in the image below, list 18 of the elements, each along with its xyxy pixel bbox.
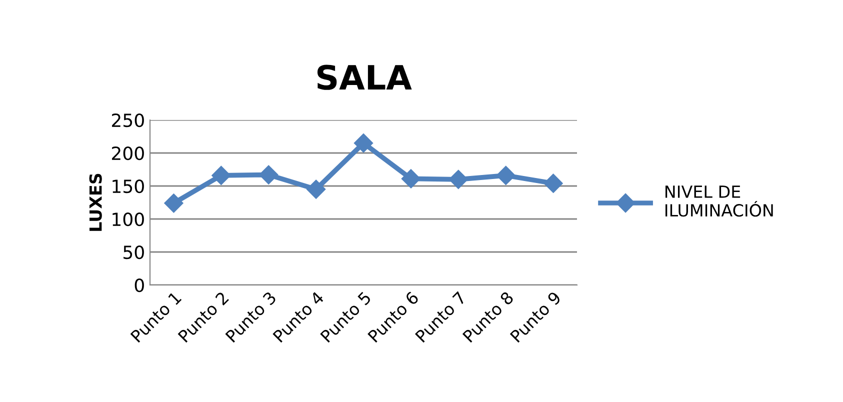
- point: [212, 166, 231, 185]
- point: [259, 165, 278, 184]
- y-tick-label: 0: [134, 278, 144, 292]
- y-tick-label: 200: [112, 146, 144, 160]
- y-tick-label: 250: [112, 113, 144, 128]
- point: [164, 194, 184, 213]
- point: [306, 180, 326, 199]
- y-axis-title: LUXES: [89, 174, 102, 231]
- y-tick-label: 150: [112, 179, 144, 194]
- y-tick-label: 50: [124, 245, 144, 260]
- point: [401, 169, 420, 188]
- legend-label: NIVEL DE ILUMINACIÓN: [666, 186, 773, 217]
- point: [544, 174, 563, 193]
- y-tick-label: 100: [112, 212, 144, 226]
- chart-title: SALA: [317, 64, 412, 90]
- point: [354, 134, 374, 153]
- point: [448, 170, 468, 189]
- point: [496, 166, 516, 185]
